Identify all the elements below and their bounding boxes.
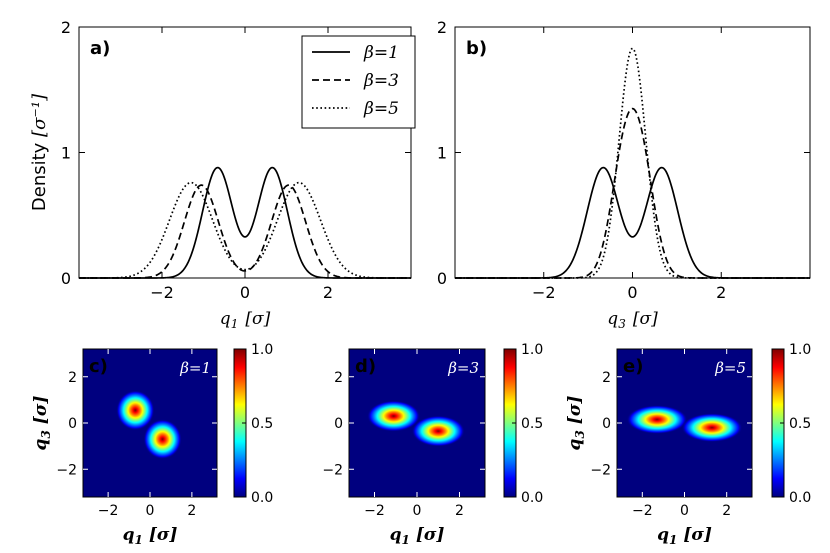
beta-label: β=3 bbox=[447, 359, 479, 377]
colorbar-tick-label: 0.5 bbox=[251, 416, 273, 432]
x-tick-label: −2 bbox=[632, 503, 653, 519]
x-axis-label: q1 [σ] bbox=[123, 525, 178, 547]
colorbar: 0.0 0.5 1.0 bbox=[233, 342, 273, 506]
series-line-dotted bbox=[455, 47, 810, 279]
x-tick-label: 0 bbox=[680, 503, 689, 519]
x-tick-label: 2 bbox=[323, 283, 333, 302]
y-tick-label: 0 bbox=[61, 269, 71, 288]
x-tick-label: 0 bbox=[240, 283, 250, 302]
colorbar-tick-label: 0.5 bbox=[789, 416, 811, 432]
x-axis-label: q1 [σ] bbox=[657, 525, 712, 547]
heatmap-blobs bbox=[367, 400, 465, 447]
panel-label: e) bbox=[623, 356, 643, 377]
panel-label: c) bbox=[89, 356, 108, 377]
y-tick-label: 0 bbox=[334, 416, 343, 432]
legend: β=1 β=3 β=5 bbox=[301, 35, 416, 129]
density-blob bbox=[411, 415, 465, 447]
colorbar-tick-label: 0.0 bbox=[251, 490, 273, 506]
y-tick-label: 0 bbox=[602, 416, 611, 432]
y-tick-label: −2 bbox=[56, 462, 77, 478]
series-line-dashed bbox=[79, 184, 411, 279]
beta-label: β=5 bbox=[714, 359, 746, 377]
series-line-dashed bbox=[455, 107, 810, 279]
y-tick-label: 1 bbox=[61, 144, 71, 163]
x-tick-label: 0 bbox=[146, 503, 155, 519]
x-tick-label: −2 bbox=[98, 503, 119, 519]
legend-label: β=1 bbox=[363, 43, 399, 63]
x-tick-label: −2 bbox=[532, 283, 556, 302]
y-axis-label: q3[σ] bbox=[31, 396, 53, 451]
colorbar-tick-label: 0.5 bbox=[521, 416, 543, 432]
y-tick-label: 2 bbox=[437, 18, 447, 37]
x-tick-label: −2 bbox=[150, 283, 174, 302]
y-tick-label: 2 bbox=[68, 370, 77, 386]
density-blob bbox=[367, 400, 421, 432]
colorbar: 0.0 0.5 1.0 bbox=[771, 342, 811, 506]
y-tick-label: −2 bbox=[322, 462, 343, 478]
x-tick-label: −2 bbox=[364, 503, 385, 519]
colorbar-tick-label: 1.0 bbox=[251, 342, 273, 358]
x-axis-label: q1 [σ] bbox=[220, 309, 271, 331]
legend-label: β=3 bbox=[363, 71, 399, 91]
colorbar: 0.0 0.5 1.0 bbox=[503, 342, 543, 506]
y-axis-label: Density [σ⁻¹] bbox=[29, 93, 50, 211]
colorbar-tick-label: 0.0 bbox=[521, 490, 543, 506]
panel-c: −2 0 2 −2 0 2 c) β=1 q1 [σ] q3[σ] 0.0 0.5 1.0 bbox=[31, 342, 273, 547]
y-tick-label: 1 bbox=[437, 144, 447, 163]
y-tick-label: 0 bbox=[68, 416, 77, 432]
x-axis-label: q1 [σ] bbox=[390, 525, 445, 547]
y-tick-label: 2 bbox=[602, 370, 611, 386]
colorbar-tick-label: 0.0 bbox=[789, 490, 811, 506]
panel-d: −2 0 2 −2 0 2 d) β=3 q1 [σ] 0.0 0.5 1.0 bbox=[322, 342, 543, 547]
density-blob bbox=[681, 413, 743, 443]
x-tick-label: 2 bbox=[455, 503, 464, 519]
heatmap-blobs bbox=[626, 405, 743, 443]
y-tick-label: 0 bbox=[437, 269, 447, 288]
panel-e: −2 0 2 −2 0 2 e) β=5 q1 [σ] q3[σ] 0.0 0.5 1.0 bbox=[565, 342, 811, 547]
density-blob bbox=[626, 405, 688, 434]
x-axis-label: q3 [σ] bbox=[607, 309, 658, 331]
panel-b: −2 0 2 0 1 2 b) q3 [σ] bbox=[437, 18, 811, 331]
y-axis-label: q3[σ] bbox=[565, 396, 587, 451]
colorbar-tick-label: 1.0 bbox=[521, 342, 543, 358]
y-tick-label: 2 bbox=[61, 18, 71, 37]
series-line-solid bbox=[79, 166, 411, 279]
x-tick-label: 0 bbox=[627, 283, 637, 302]
x-tick-label: 2 bbox=[187, 503, 196, 519]
density-blob bbox=[143, 419, 182, 460]
legend-label: β=5 bbox=[363, 99, 399, 119]
series-line-solid bbox=[455, 166, 810, 279]
panel-label: b) bbox=[466, 38, 487, 59]
x-tick-label: 2 bbox=[722, 503, 731, 519]
y-tick-label: −2 bbox=[590, 462, 611, 478]
x-tick-label: 2 bbox=[716, 283, 726, 302]
panel-label: d) bbox=[355, 356, 376, 377]
beta-label: β=1 bbox=[179, 359, 211, 377]
x-tick-label: 0 bbox=[413, 503, 422, 519]
density-blob bbox=[116, 390, 155, 431]
panel-label: a) bbox=[90, 38, 110, 59]
axes-frame bbox=[454, 26, 811, 279]
y-tick-label: 2 bbox=[334, 370, 343, 386]
panel-a: −2 0 2 0 1 2 a) q1 [σ] Density [σ⁻¹] β=1 β=3 β=5 bbox=[29, 18, 416, 331]
colorbar-tick-label: 1.0 bbox=[789, 342, 811, 358]
heatmap-blobs bbox=[116, 390, 182, 460]
series-line-dotted bbox=[79, 181, 411, 279]
